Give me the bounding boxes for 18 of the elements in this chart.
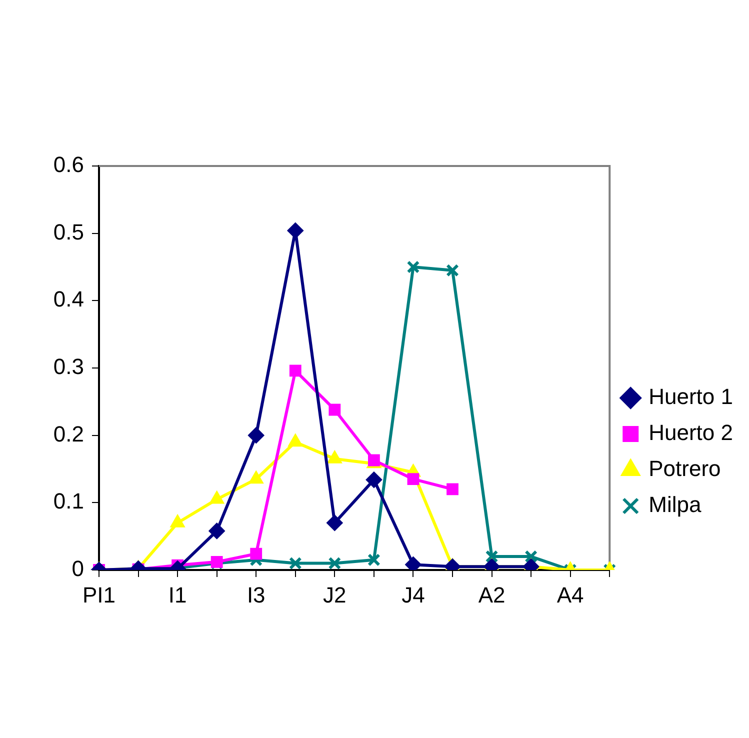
x-tick-label: A4 <box>556 582 584 608</box>
y-tick-label: 0.1 <box>53 488 84 514</box>
y-tick-label: 0.6 <box>53 152 84 178</box>
x-tick-label: J2 <box>323 582 346 608</box>
y-tick-label: 0.2 <box>53 421 84 446</box>
x-tick-label: I1 <box>168 582 187 608</box>
x-tick-label: I3 <box>246 582 266 608</box>
x-tick-label: J4 <box>402 582 425 608</box>
y-tick-label: 0 <box>72 556 84 582</box>
y-tick-label: 0.3 <box>53 354 84 380</box>
y-tick-label: 0.5 <box>53 219 84 244</box>
y-tick-label: 0.4 <box>53 286 84 312</box>
legend-label: Milpa <box>648 492 702 518</box>
legend-label: Huerto 2 <box>648 420 734 446</box>
x-tick-label: A2 <box>478 582 506 608</box>
legend-label: Huerto 1 <box>648 384 734 410</box>
x-tick-label: PI1 <box>82 582 116 608</box>
legend-label: Potrero <box>648 456 721 482</box>
